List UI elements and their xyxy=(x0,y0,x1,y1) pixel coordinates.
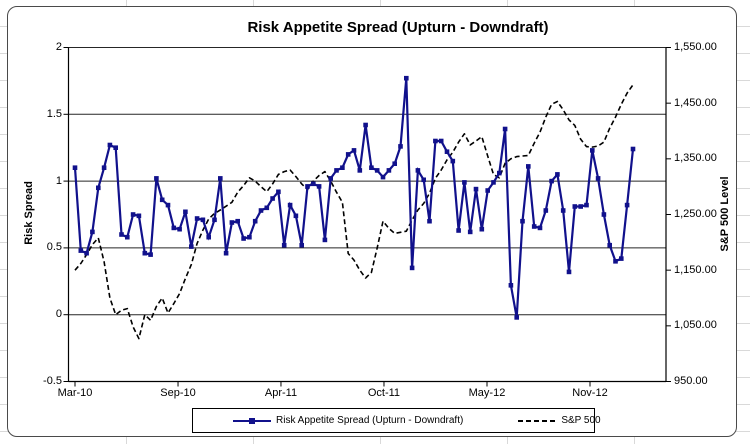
right-axis-tick-label: 1,350.00 xyxy=(674,152,717,165)
right-axis-tick-label: 1,250.00 xyxy=(674,208,717,220)
right-axis-tick-label: 1,550.00 xyxy=(674,41,717,53)
legend[interactable]: Risk Appetite Spread (Upturn - Downdraft… xyxy=(192,408,601,433)
left-axis-tick-label: -0.5 xyxy=(43,375,62,387)
left-axis-tick-label: 1 xyxy=(55,174,62,187)
legend-label-risk-spread: Risk Appetite Spread (Upturn - Downdraft… xyxy=(276,415,464,426)
x-axis-tick-label: May-12 xyxy=(468,387,506,399)
x-axis-tick-label: Nov-12 xyxy=(572,387,608,399)
sp500-dashed-line-sample-icon xyxy=(518,419,557,422)
x-axis-tick-label: Oct-11 xyxy=(367,387,401,399)
x-axis-tick-label: Sep-10 xyxy=(160,387,196,399)
chart-object[interactable]: Risk Appetite Spread (Upturn - Downdraft… xyxy=(7,6,737,437)
left-axis-tick-label: 2 xyxy=(55,41,62,53)
right-axis-title: S&P 500 Level xyxy=(719,176,731,252)
risk-spread-line-sample-icon xyxy=(233,417,271,424)
chart-title: Risk Appetite Spread (Upturn - Downdraft… xyxy=(247,19,549,36)
right-axis-tick-label: 1,050.00 xyxy=(674,319,717,332)
x-axis-tick-label: Apr-11 xyxy=(264,387,298,399)
x-axis-tick-label: Mar-10 xyxy=(57,387,93,399)
right-axis-tick-label: 950.00 xyxy=(674,375,708,387)
left-axis-tick-label: 0 xyxy=(55,308,62,321)
right-axis-tick-label: 1,450.00 xyxy=(674,96,717,109)
legend-label-sp500: S&P 500 xyxy=(561,415,601,426)
left-axis-tick-label: 0.5 xyxy=(46,241,62,254)
left-axis-title: Risk Spread xyxy=(23,181,35,245)
legend-item-risk-spread: Risk Appetite Spread (Upturn - Downdraft… xyxy=(233,415,463,426)
right-axis-tick-label: 1,150.00 xyxy=(674,263,717,276)
left-axis-tick-label: 1.5 xyxy=(46,107,62,120)
legend-item-sp500: S&P 500 xyxy=(518,415,601,426)
